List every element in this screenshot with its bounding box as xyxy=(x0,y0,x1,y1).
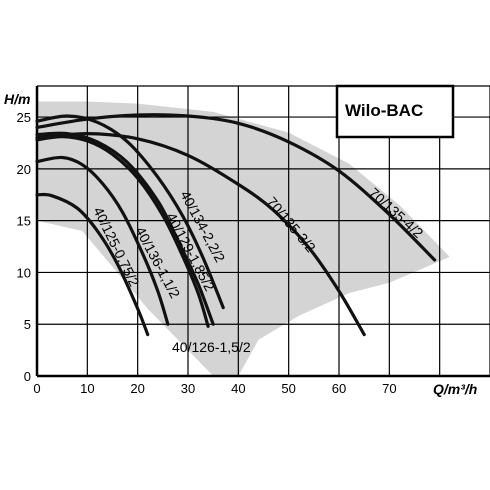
y-tick-label: 5 xyxy=(24,317,31,332)
title-box xyxy=(335,84,455,139)
x-tick-label: 50 xyxy=(281,381,295,396)
y-tick-label: 10 xyxy=(17,265,31,280)
y-tick-label: 0 xyxy=(24,369,31,384)
chart-title: Wilo-BAC xyxy=(345,101,423,120)
series-curve-7 xyxy=(35,113,437,262)
operating-region xyxy=(37,101,450,376)
series-curve-1 xyxy=(35,192,150,337)
series-curve-5 xyxy=(35,114,225,310)
series-curve-2 xyxy=(35,155,170,326)
y-tick-label: 25 xyxy=(17,110,31,125)
x-tick-label: 70 xyxy=(382,381,396,396)
x-tick-label: 30 xyxy=(181,381,195,396)
x-tick-label: 20 xyxy=(130,381,144,396)
y-axis-label: H/m xyxy=(4,91,30,107)
series-label-3: 40/126-1,5/2 xyxy=(172,339,251,355)
x-axis-label: Q/m³/h xyxy=(433,381,477,397)
x-tick-label: 60 xyxy=(332,381,346,396)
series-curve-6 xyxy=(35,131,366,337)
y-tick-label: 20 xyxy=(17,162,31,177)
x-tick-label: 0 xyxy=(33,381,40,396)
x-tick-label: 10 xyxy=(80,381,94,396)
series-curve-3 xyxy=(35,135,210,328)
y-tick-label: 15 xyxy=(17,214,31,229)
x-tick-label: 40 xyxy=(231,381,245,396)
